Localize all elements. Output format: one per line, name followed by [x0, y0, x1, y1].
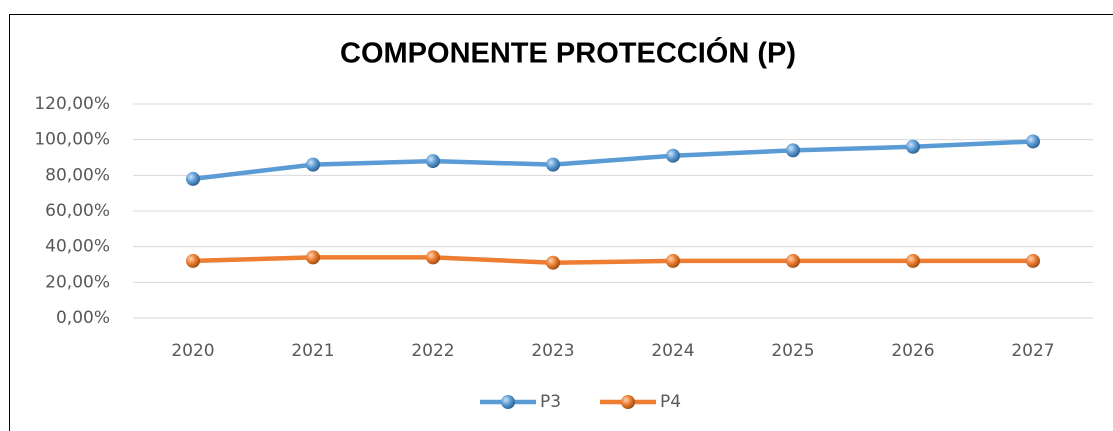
data-point: [426, 154, 440, 169]
y-tick-label: 60,00%: [45, 201, 110, 221]
x-tick-label: 2023: [531, 341, 574, 361]
y-tick-label: 20,00%: [45, 272, 110, 292]
x-tick-label: 2025: [771, 341, 814, 361]
y-tick-label: 0,00%: [56, 308, 110, 328]
data-point: [906, 139, 920, 154]
data-point: [186, 253, 200, 268]
data-point: [666, 148, 680, 163]
chart-frame: [9, 14, 1113, 431]
series-line: [192, 139, 1034, 182]
series-line: [192, 255, 1033, 265]
data-point: [666, 253, 680, 268]
legend-marker: [621, 395, 635, 409]
data-point: [546, 157, 560, 172]
data-point: [426, 250, 440, 265]
x-tick-label: 2021: [291, 341, 334, 361]
data-point: [1026, 253, 1040, 268]
data-point: [306, 250, 320, 265]
y-tick-label: 120,00%: [34, 94, 110, 114]
legend-marker: [501, 395, 515, 409]
data-point: [546, 255, 560, 270]
data-point: [906, 253, 920, 268]
legend-label: P4: [660, 392, 681, 412]
chart-title: COMPONENTE PROTECCIÓN (P): [340, 36, 796, 70]
x-tick-label: 2024: [651, 341, 694, 361]
legend-label: P3: [540, 392, 561, 412]
data-point: [786, 253, 800, 268]
x-tick-label: 2026: [891, 341, 934, 361]
x-tick-label: 2022: [411, 341, 454, 361]
y-tick-label: 80,00%: [45, 165, 110, 185]
x-tick-label: 2027: [1011, 341, 1054, 361]
data-point: [186, 171, 200, 186]
y-tick-label: 100,00%: [34, 130, 110, 150]
data-point: [1026, 134, 1040, 149]
y-tick-label: 40,00%: [45, 237, 110, 257]
data-point: [306, 157, 320, 172]
x-tick-label: 2020: [171, 341, 214, 361]
data-point: [786, 143, 800, 158]
